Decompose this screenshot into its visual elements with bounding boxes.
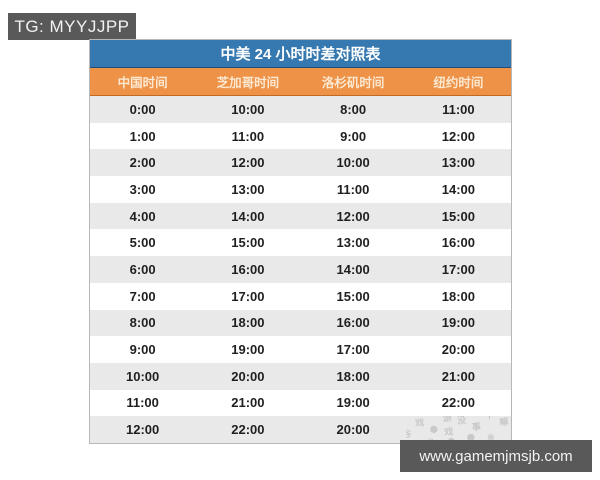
svg-text:谷: 谷 [406,428,413,440]
svg-text:⬢: ⬢ [429,424,438,435]
svg-text:嘛: 嘛 [499,416,509,427]
svg-text:干: 干 [484,416,494,421]
svg-text:戏: 戏 [413,417,424,429]
svg-text:游: 游 [442,416,452,423]
svg-text:事: 事 [471,421,481,433]
svg-text:没: 没 [456,416,467,426]
